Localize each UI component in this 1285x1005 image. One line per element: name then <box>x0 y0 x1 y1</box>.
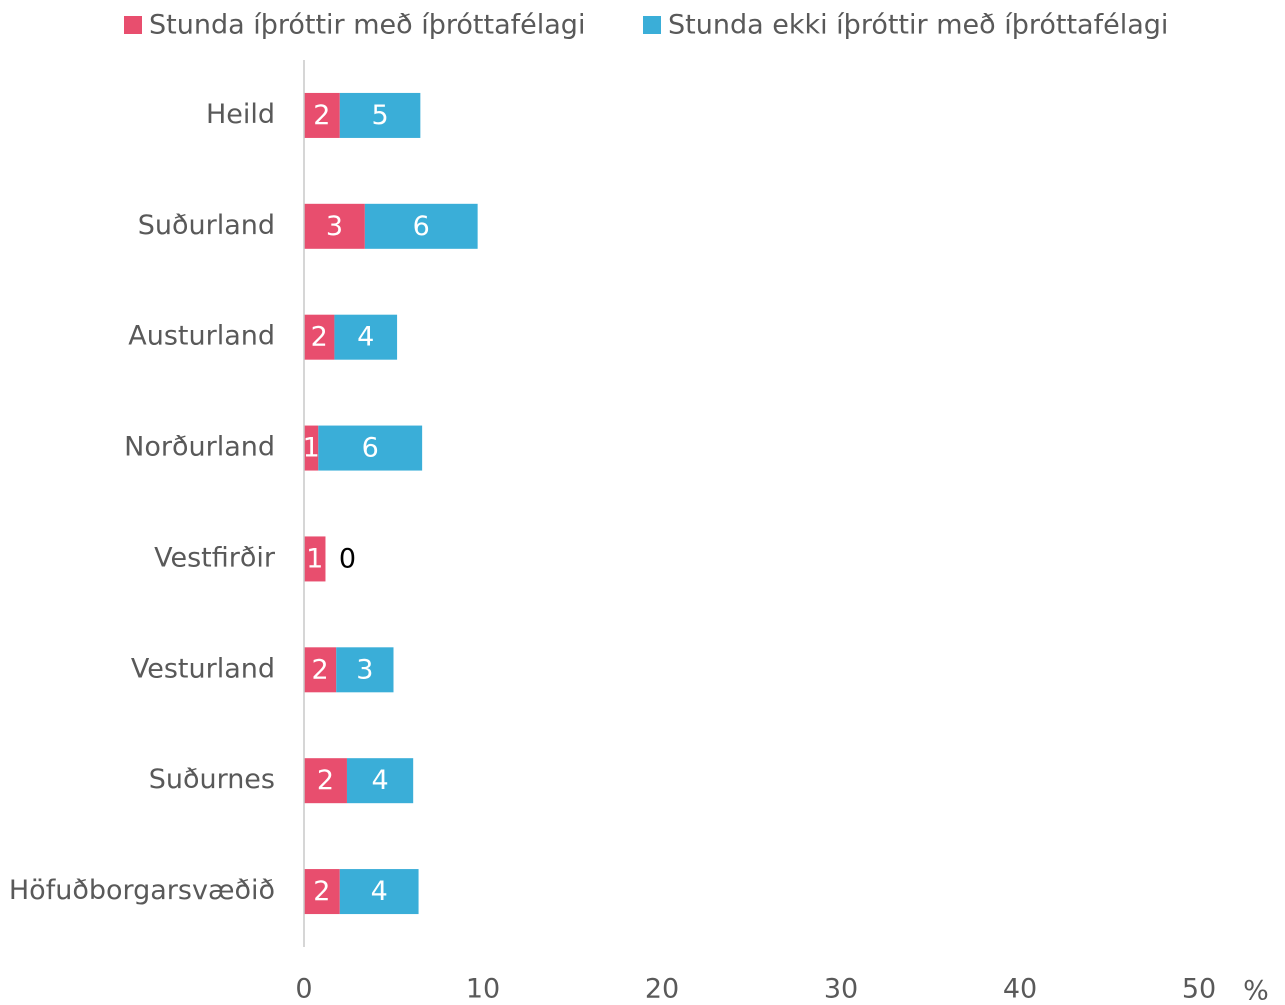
bar-segment <box>336 647 394 693</box>
y-tick-label: Vestfirðir <box>154 542 276 573</box>
data-label: 2 <box>317 765 334 796</box>
data-label: 6 <box>413 211 430 242</box>
y-tick-label: Suðurland <box>138 210 275 241</box>
data-label: 2 <box>313 100 330 131</box>
bar-segment <box>304 92 340 138</box>
data-label: 4 <box>371 876 388 907</box>
data-label: 3 <box>356 654 373 685</box>
x-tick-label: 50 <box>1182 974 1216 1005</box>
data-label: 2 <box>311 322 328 353</box>
data-label: 4 <box>357 322 374 353</box>
x-tick-label: 30 <box>824 974 858 1005</box>
data-label: 2 <box>312 654 329 685</box>
data-label: 3 <box>326 211 343 242</box>
y-tick-label: Heild <box>206 99 275 130</box>
y-tick-label: Suðurnes <box>149 764 275 795</box>
legend-label: Stunda ekki íþróttir með íþróttafélagi <box>668 10 1168 41</box>
data-label: 5 <box>371 100 388 131</box>
x-tick-label: 0 <box>295 974 312 1005</box>
x-tick-label: 10 <box>466 974 500 1005</box>
bar-segment <box>304 425 319 471</box>
legend-label: Stunda íþróttir með íþróttafélagi <box>149 10 585 41</box>
bar-segment <box>304 758 347 804</box>
y-tick-label: Vesturland <box>131 653 275 684</box>
data-label: 6 <box>362 433 379 464</box>
bar-segment <box>346 758 414 804</box>
data-label: 2 <box>313 876 330 907</box>
bar-segment <box>318 425 423 471</box>
data-label: 4 <box>371 765 388 796</box>
bar-segment <box>304 869 340 915</box>
legend-swatch <box>643 16 661 34</box>
bar-segment <box>339 92 421 138</box>
y-tick-label: Norðurland <box>124 432 275 463</box>
y-tick-label: Austurland <box>128 321 275 352</box>
data-label: 1 <box>303 433 320 464</box>
data-label: 1 <box>306 543 323 574</box>
y-tick-label: Höfuðborgarsvæðið <box>9 875 275 906</box>
bar-segment <box>304 203 365 249</box>
bar-segment <box>304 647 337 693</box>
data-label: 0 <box>339 543 356 574</box>
x-tick-label: 40 <box>1003 974 1037 1005</box>
bar-segment <box>364 203 478 249</box>
x-tick-label: 20 <box>645 974 679 1005</box>
x-unit: % <box>1243 976 1269 1005</box>
bar-segment <box>334 314 398 360</box>
legend-swatch <box>124 16 142 34</box>
bar-segment <box>304 314 335 360</box>
bar-segment <box>339 869 419 915</box>
bar-segment <box>304 536 326 582</box>
